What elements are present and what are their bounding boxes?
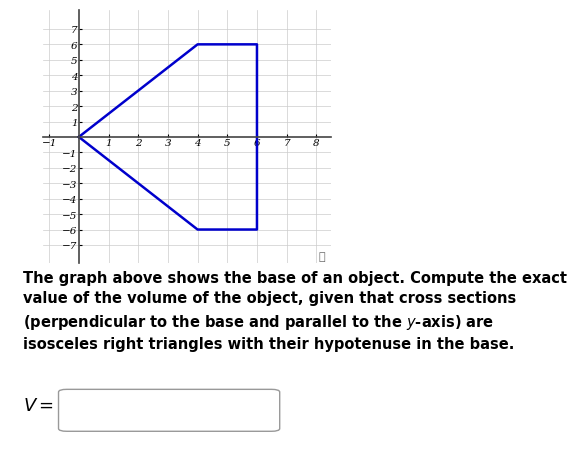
FancyBboxPatch shape: [59, 389, 280, 431]
Text: 🔍: 🔍: [319, 252, 325, 261]
Text: $V =$: $V =$: [22, 396, 54, 414]
Text: The graph above shows the base of an object. Compute the exact
value of the volu: The graph above shows the base of an obj…: [22, 270, 567, 351]
